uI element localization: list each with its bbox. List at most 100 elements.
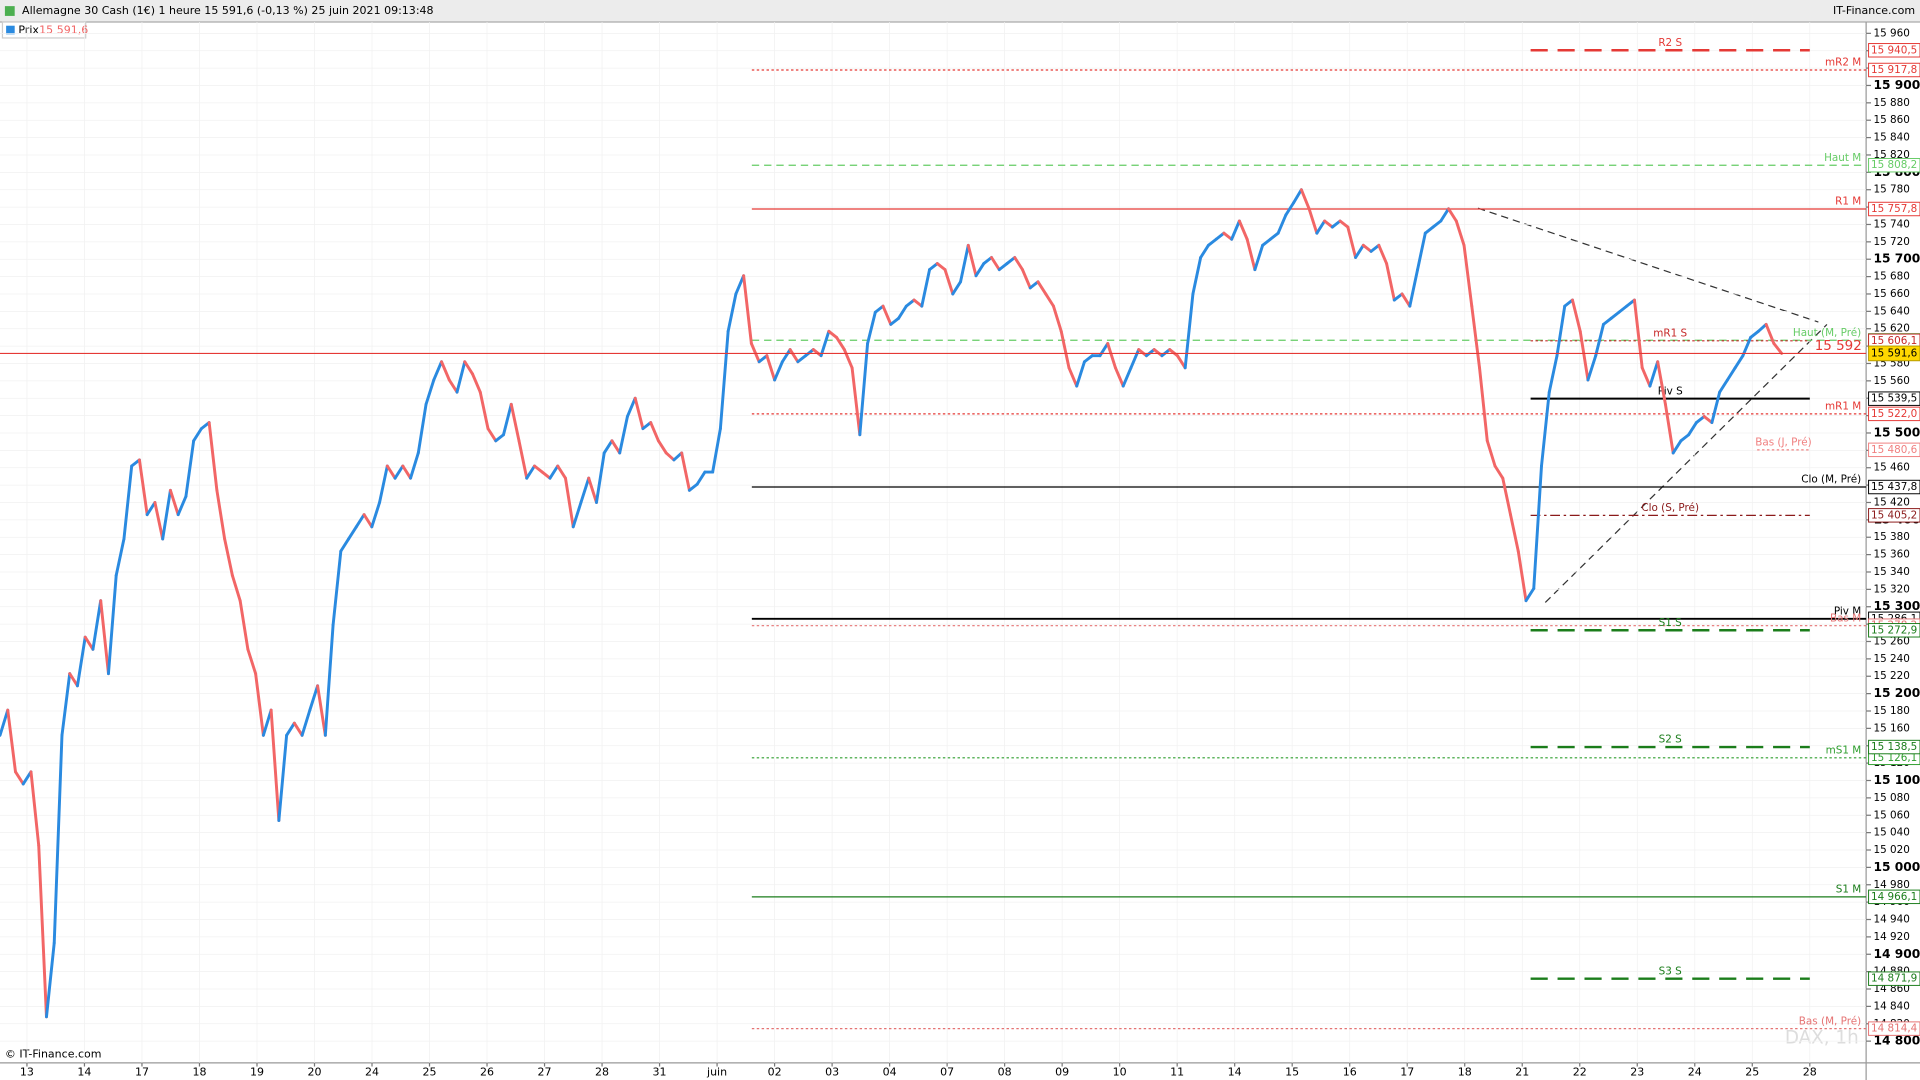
price-segment	[1175, 354, 1187, 370]
y-tick-label: 15 240	[1873, 653, 1909, 665]
price-segment	[633, 396, 645, 431]
x-tick-label: 18	[192, 1066, 206, 1079]
x-tick-label: juin	[706, 1066, 727, 1079]
y-tick-label: 15 820	[1873, 149, 1909, 161]
price-segment	[494, 433, 505, 443]
y-tick-label: 15 460	[1873, 462, 1909, 474]
y-tick-label: 15 660	[1873, 288, 1909, 300]
price-segment	[1137, 348, 1148, 358]
price-segment	[1741, 335, 1753, 358]
price-segment	[370, 501, 382, 529]
price-segment	[1152, 348, 1164, 358]
level-value-box	[1868, 1021, 1920, 1036]
price-segment	[300, 708, 312, 737]
price-segment	[1323, 219, 1334, 229]
last-price-box	[1868, 345, 1920, 362]
price-segment	[1586, 354, 1598, 382]
price-segment	[625, 396, 637, 418]
price-segment	[788, 348, 800, 364]
price-segment	[819, 329, 831, 358]
price-segment	[587, 476, 598, 504]
level-value-box	[1868, 157, 1920, 173]
price-segment	[1144, 348, 1156, 358]
price-segment	[254, 672, 265, 737]
y-tick-label: 15 040	[1873, 827, 1909, 839]
x-tick-label: 04	[883, 1066, 897, 1079]
level-label: Haut M	[1824, 152, 1861, 164]
level-label: Bas M	[1830, 612, 1861, 624]
level-label: S3 S	[1659, 965, 1683, 977]
price-segment	[990, 256, 1001, 272]
price-segment	[1044, 292, 1055, 308]
price-segment	[1470, 304, 1481, 370]
price-segment	[1330, 219, 1342, 229]
y-tick-label: 15 680	[1873, 271, 1909, 283]
price-segment	[153, 501, 165, 541]
x-tick-label: 24	[1688, 1066, 1702, 1079]
y-tick-label: 15 260	[1873, 635, 1909, 647]
price-segment	[486, 427, 498, 443]
price-segment	[610, 439, 622, 455]
price-segment	[509, 402, 521, 443]
price-segment	[463, 360, 474, 376]
price-segment	[1129, 348, 1141, 370]
price-segment	[1772, 342, 1784, 355]
price-segment	[1671, 439, 1683, 455]
y-tick-label: 15 900	[1873, 78, 1920, 92]
price-segment	[1083, 354, 1094, 364]
y-tick-label: 15 180	[1873, 705, 1909, 717]
y-tick-label: 14 860	[1873, 983, 1909, 995]
level-value-label: 14 966,1	[1871, 891, 1917, 903]
price-segment	[1400, 292, 1412, 308]
price-segment	[1632, 298, 1644, 370]
price-segment	[432, 360, 444, 382]
price-segment	[1617, 304, 1629, 314]
level-value-label: 15 405,2	[1871, 509, 1917, 521]
trend-line	[1477, 207, 1819, 323]
price-segment	[742, 274, 753, 345]
price-segment	[780, 348, 792, 364]
y-tick-label: 15 220	[1873, 670, 1909, 682]
price-segment	[974, 262, 986, 278]
x-tick-label: 20	[307, 1066, 321, 1079]
level-value-label: 15 757,8	[1871, 203, 1917, 215]
price-segment	[1191, 256, 1203, 296]
price-segment	[114, 537, 126, 577]
y-tick-label: 15 640	[1873, 305, 1909, 317]
price-segment	[1385, 262, 1396, 302]
price-segment	[277, 733, 289, 822]
y-tick-label: 15 840	[1873, 132, 1909, 144]
level-label: Haut (M, Pré)	[1793, 327, 1861, 339]
price-segment	[478, 390, 490, 431]
y-tick-label: 15 880	[1873, 97, 1909, 109]
y-tick-label: 15 960	[1873, 27, 1909, 39]
y-tick-label: 15 700	[1873, 252, 1920, 266]
price-segment	[796, 354, 808, 364]
level-label: R1 M	[1835, 196, 1861, 208]
price-segment	[1532, 464, 1543, 590]
level-value-label: 15 480,6	[1871, 444, 1917, 456]
y-tick-label: 15 360	[1873, 549, 1909, 561]
price-segment	[168, 488, 180, 517]
x-tick-label: 31	[653, 1066, 667, 1079]
price-segment	[362, 513, 374, 529]
price-segment	[1478, 366, 1489, 443]
price-segment	[316, 684, 327, 737]
price-segment	[1416, 231, 1427, 272]
price-segment	[850, 366, 862, 437]
price-segment	[60, 672, 72, 737]
x-tick-label: 25	[1745, 1066, 1759, 1079]
header-title: Allemagne 30 Cash (1€) 1 heure 15 591,6 …	[22, 4, 434, 17]
price-segment	[1571, 298, 1582, 333]
price-segment	[246, 647, 258, 676]
x-tick-label: 09	[1055, 1066, 1069, 1079]
price-segment	[533, 464, 544, 474]
y-tick-label: 14 900	[1873, 947, 1920, 961]
price-segment	[1206, 237, 1218, 247]
price-segment	[842, 348, 854, 370]
legend-name: Prix	[18, 24, 39, 37]
price-segment	[920, 268, 932, 308]
level-value-box	[1868, 391, 1920, 406]
price-segment	[711, 427, 722, 474]
y-tick-label: 15 000	[1873, 860, 1920, 874]
